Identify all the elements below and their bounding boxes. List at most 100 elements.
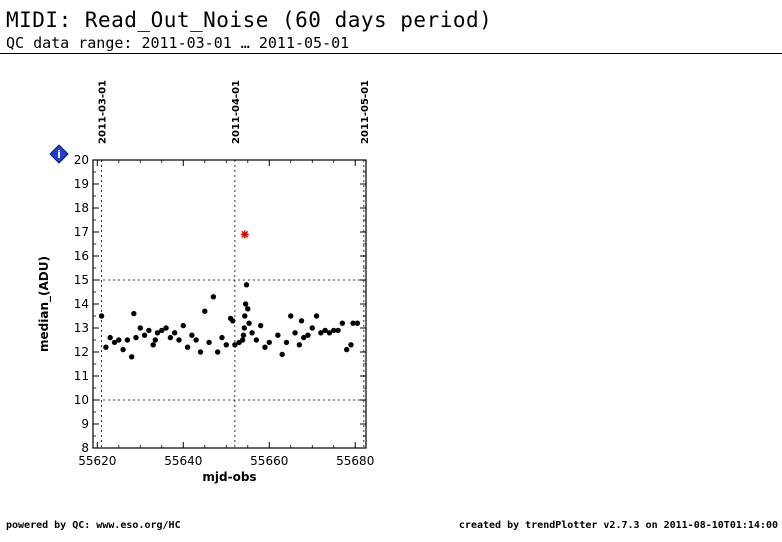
data-point [163, 325, 169, 331]
data-point [331, 327, 337, 334]
page-subtitle: QC data range: 2011-03-01 … 2011-05-01 [6, 34, 350, 52]
data-point [242, 313, 248, 319]
y-tick-label: 8 [81, 441, 89, 455]
y-tick-label: 10 [74, 393, 89, 407]
data-point [262, 344, 268, 350]
data-point [249, 330, 255, 336]
y-tick-label: 15 [74, 273, 89, 287]
data-point [202, 308, 208, 314]
data-point [141, 332, 148, 338]
data-point [124, 337, 131, 343]
data-point [116, 337, 122, 343]
y-axis-label: median_(ADU) [37, 256, 52, 352]
data-point [354, 320, 361, 326]
data-point [131, 310, 137, 317]
data-point [206, 339, 212, 346]
data-point [189, 332, 195, 338]
data-point [146, 327, 152, 334]
data-point [322, 327, 328, 334]
x-tick-label: 55640 [164, 454, 202, 468]
data-point [343, 346, 350, 353]
data-point [219, 334, 225, 341]
y-tick-label: 9 [81, 417, 89, 431]
footer-powered-by: powered by QC: www.eso.org/HC [6, 520, 181, 531]
data-point [214, 349, 221, 355]
data-point [300, 334, 307, 341]
data-point [279, 351, 285, 358]
info-icon[interactable]: i [49, 144, 69, 164]
data-point [266, 339, 272, 346]
y-tick-label: 19 [74, 177, 89, 191]
data-point [292, 330, 298, 336]
data-point [171, 330, 178, 336]
y-tick-label: 18 [74, 201, 89, 215]
data-point [232, 342, 238, 348]
data-point [152, 337, 159, 343]
data-point [298, 318, 305, 324]
data-point [348, 342, 354, 348]
data-point [239, 337, 246, 343]
data-point [288, 313, 294, 319]
y-tick-label: 20 [74, 153, 89, 167]
y-tick-label: 17 [74, 225, 89, 239]
date-marker-label: 2011-03-01 [98, 80, 109, 144]
data-point [193, 337, 199, 343]
data-point [257, 322, 264, 329]
data-point [350, 320, 356, 326]
page-title: MIDI: Read_Out_Noise (60 days period) [6, 8, 493, 32]
data-point [242, 301, 249, 307]
data-point [180, 322, 186, 329]
outlier-point [240, 230, 249, 239]
data-point [309, 325, 315, 331]
footer-created-by: created by trendPlotter v2.7.3 on 2011-0… [458, 520, 778, 531]
data-point [318, 330, 324, 336]
data-point [159, 327, 165, 334]
x-tick-label: 55680 [336, 454, 374, 468]
date-marker-label: 2011-04-01 [231, 80, 242, 144]
data-point [107, 334, 113, 341]
y-tick-label: 14 [74, 297, 89, 311]
data-point [230, 318, 236, 324]
data-point [283, 339, 290, 346]
data-point [128, 354, 135, 360]
x-axis-label: mjd-obs [202, 470, 256, 484]
data-point [197, 349, 204, 355]
data-point [241, 325, 248, 331]
y-tick-label: 11 [74, 369, 89, 383]
data-point [246, 320, 252, 326]
info-icon-label: i [57, 148, 61, 161]
data-point [245, 306, 251, 312]
data-point [103, 344, 109, 350]
data-point [137, 325, 143, 331]
data-point [313, 313, 320, 319]
data-point [326, 330, 333, 336]
data-point [240, 332, 247, 338]
data-point [150, 342, 156, 348]
data-point [339, 320, 346, 326]
data-point [154, 330, 161, 336]
data-point [111, 339, 118, 346]
y-tick-label: 16 [74, 249, 89, 263]
data-point [223, 342, 229, 348]
data-point [176, 337, 182, 343]
x-tick-label: 55620 [78, 454, 116, 468]
data-point [98, 313, 105, 319]
y-tick-label: 13 [74, 321, 89, 335]
data-point [296, 342, 303, 348]
data-point [120, 346, 126, 353]
data-point [275, 332, 281, 338]
data-point [305, 332, 311, 338]
data-point [167, 334, 174, 341]
data-point [133, 334, 139, 341]
y-tick-label: 12 [74, 345, 89, 359]
date-marker-label: 2011-05-01 [360, 80, 371, 144]
header-divider [0, 53, 782, 54]
data-point [210, 294, 217, 300]
x-tick-label: 55660 [250, 454, 288, 468]
data-point [184, 344, 191, 350]
data-point [243, 282, 250, 288]
plot-frame [92, 159, 367, 449]
data-point [335, 327, 341, 334]
data-point [253, 337, 260, 343]
